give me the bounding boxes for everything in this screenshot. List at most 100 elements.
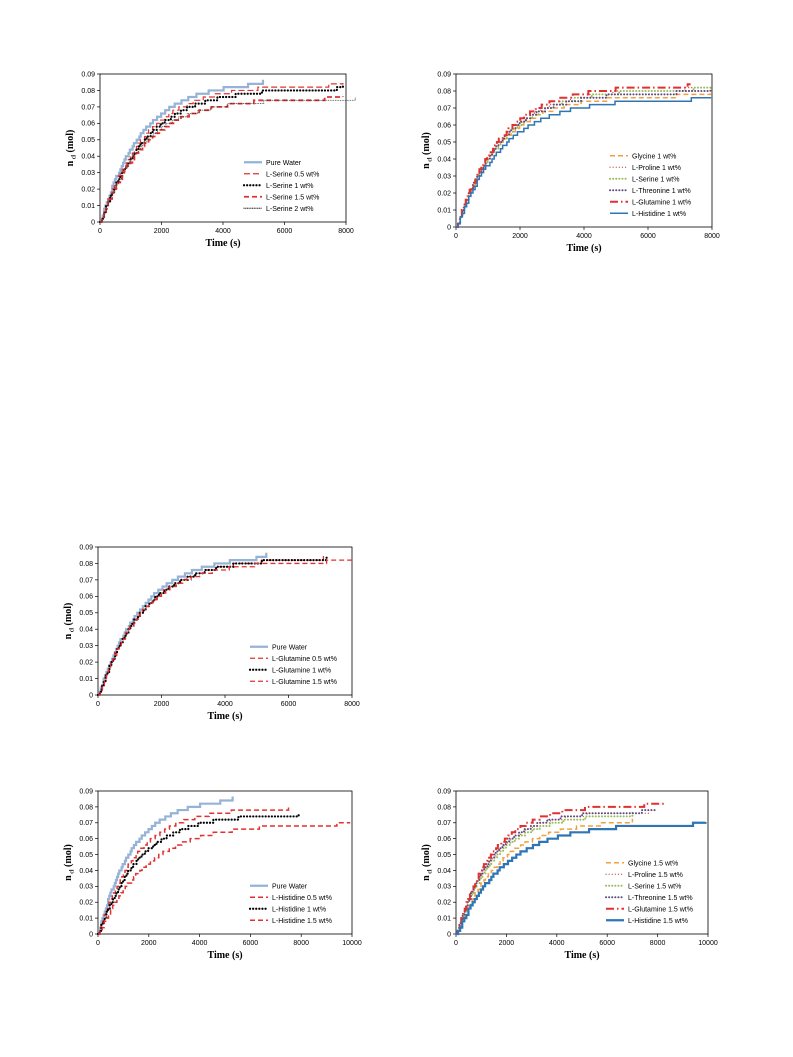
legend-label: L-Glutamine 1 wt% bbox=[632, 199, 691, 206]
x-tick-label: 6000 bbox=[243, 940, 259, 947]
x-tick-label: 4000 bbox=[217, 701, 233, 708]
legend: Glycine 1.5 wt% L-Proline 1.5 wt% L-Serine… bbox=[605, 860, 693, 925]
x-tick-label: 4000 bbox=[192, 940, 208, 947]
y-tick-label: 0.06 bbox=[79, 836, 93, 843]
legend-label: L-Threonine 1.5 wt% bbox=[628, 895, 693, 902]
x-tick-label: 4000 bbox=[215, 228, 231, 235]
x-tick-label: 0 bbox=[96, 701, 100, 708]
y-tick-label: 0.08 bbox=[79, 804, 93, 811]
x-tick-label: 4000 bbox=[549, 940, 565, 947]
legend-label: L-Histidine 1.5 wt% bbox=[272, 918, 332, 925]
legend-label: L-Glutamine 1 wt% bbox=[272, 667, 331, 674]
y-tick-label: 0.05 bbox=[81, 137, 95, 144]
x-tick-label: 8000 bbox=[650, 940, 666, 947]
y-tick-label: 0.02 bbox=[81, 187, 95, 194]
y-tick-label: 0 bbox=[91, 219, 95, 226]
x-tick-label: 0 bbox=[96, 940, 100, 947]
x-tick-label: 2000 bbox=[512, 233, 528, 240]
x-tick-label: 0 bbox=[454, 233, 458, 240]
y-axis-title: n cl (mol) bbox=[65, 130, 78, 167]
series-line-l-serine-2-wt bbox=[99, 97, 356, 223]
x-tick-label: 6000 bbox=[640, 233, 656, 240]
y-tick-label: 0.01 bbox=[79, 676, 93, 683]
legend-label: L-Serine 0.5 wt% bbox=[266, 171, 319, 178]
y-tick-label: 0.08 bbox=[79, 561, 93, 568]
series-line-pure-water bbox=[98, 552, 268, 697]
series-line-l-histidine-1-wt bbox=[456, 96, 712, 228]
y-tick-label: 0.06 bbox=[79, 594, 93, 601]
x-tick-label: 10000 bbox=[342, 940, 362, 947]
y-axis-title: n cl (mol) bbox=[421, 844, 434, 881]
legend-label: Pure Water bbox=[272, 883, 308, 890]
x-tick-label: 10000 bbox=[698, 940, 718, 947]
y-tick-label: 0.07 bbox=[81, 104, 95, 111]
chart-aminoacids-1wt: 0 0.01 0.02 0.03 0.04 0.05 0.06 0.07 0.08 0.09 0 20… bbox=[421, 71, 720, 254]
x-axis-title: Time (s) bbox=[207, 950, 242, 961]
series-line-l-histidine-1-wt bbox=[96, 811, 300, 936]
x-axis-title: Time (s) bbox=[564, 950, 599, 961]
legend-label: L-Histidine 0.5 wt% bbox=[272, 895, 332, 902]
y-tick-label: 0.07 bbox=[79, 577, 93, 584]
chart-aminoacids-1-5wt: 0 0.01 0.02 0.03 0.04 0.05 0.06 0.07 0.08 0.09 0 20… bbox=[421, 788, 718, 961]
y-tick-label: 0.03 bbox=[437, 173, 451, 180]
y-tick-label: 0.06 bbox=[437, 836, 451, 843]
legend: Glycine 1 wt% L-Proline 1 wt% L-Serine 1 w… bbox=[609, 153, 691, 218]
x-tick-label: 8000 bbox=[293, 940, 309, 947]
y-tick-label: 0.04 bbox=[79, 868, 93, 875]
x-tick-label: 6000 bbox=[281, 701, 297, 708]
y-tick-label: 0.02 bbox=[437, 190, 451, 197]
y-tick-label: 0.03 bbox=[79, 884, 93, 891]
y-tick-label: 0.01 bbox=[79, 916, 93, 923]
series-line-pure-water bbox=[98, 796, 234, 936]
y-tick-label: 0.05 bbox=[437, 139, 451, 146]
series-line-pure-water bbox=[100, 79, 265, 224]
x-tick-label: 0 bbox=[454, 940, 458, 947]
series-line-l-proline-1-5-wt bbox=[455, 808, 656, 935]
y-tick-label: 0 bbox=[447, 931, 451, 938]
y-tick-label: 0.01 bbox=[437, 916, 451, 923]
legend-label: Pure Water bbox=[272, 644, 308, 651]
series-line-l-glutamine-1-wt bbox=[456, 83, 691, 228]
legend-label: L-Serine 1 wt% bbox=[632, 176, 679, 183]
legend-label: L-Proline 1.5 wt% bbox=[628, 872, 683, 879]
legend-label: L-Threonine 1 wt% bbox=[632, 188, 691, 195]
plot-area bbox=[97, 790, 353, 935]
y-tick-label: 0.05 bbox=[79, 610, 93, 617]
y-tick-label: 0.08 bbox=[437, 804, 451, 811]
x-tick-label: 4000 bbox=[576, 233, 592, 240]
legend-label: L-Serine 2 wt% bbox=[266, 206, 313, 213]
legend-label: Pure Water bbox=[266, 160, 302, 167]
y-tick-label: 0.07 bbox=[437, 105, 451, 112]
series-line-l-serine-1-5-wt bbox=[100, 96, 344, 223]
chart-serine: 0 0.01 0.02 0.03 0.04 0.05 0.06 0.07 0.08 0.09 0 20… bbox=[65, 71, 356, 249]
plot-area bbox=[455, 790, 709, 935]
legend-label: L-Serine 1 wt% bbox=[266, 183, 313, 190]
y-tick-label: 0.09 bbox=[437, 71, 451, 78]
x-axis-title: Time (s) bbox=[207, 711, 242, 722]
y-tick-label: 0 bbox=[447, 224, 451, 231]
x-tick-label: 2000 bbox=[154, 228, 170, 235]
y-tick-label: 0 bbox=[89, 692, 93, 699]
series-line-l-histidine-1-5-wt bbox=[456, 821, 707, 936]
series-line-l-glutamine-1-5-wt bbox=[98, 559, 353, 696]
x-tick-label: 8000 bbox=[704, 233, 720, 240]
series-line-l-histidine-1-5-wt bbox=[98, 821, 351, 935]
legend-label: L-Serine 1.5 wt% bbox=[628, 883, 681, 890]
series-line-l-serine-0-5-wt bbox=[100, 83, 344, 223]
chart-histidine: 0 0.01 0.02 0.03 0.04 0.05 0.06 0.07 0.08 0.09 0 20… bbox=[63, 788, 362, 961]
legend-label: Glycine 1 wt% bbox=[632, 153, 676, 160]
legend-label: L-Histidine 1 wt% bbox=[632, 211, 686, 218]
legend-label: L-Serine 1.5 wt% bbox=[266, 194, 319, 201]
legend-label: L-Glutamine 1.5 wt% bbox=[272, 679, 337, 686]
y-axis-title: n cl (mol) bbox=[421, 132, 434, 169]
y-tick-label: 0.06 bbox=[81, 121, 95, 128]
y-axis-title: n cl (mol) bbox=[63, 603, 76, 640]
y-tick-label: 0.02 bbox=[437, 900, 451, 907]
series-line-glycine-1-wt bbox=[456, 93, 712, 228]
series-line-l-histidine-0-5-wt bbox=[98, 806, 290, 935]
legend-label: L-Proline 1 wt% bbox=[632, 165, 681, 172]
series-line-l-serine-1-5-wt bbox=[455, 811, 634, 935]
y-tick-label: 0.04 bbox=[437, 868, 451, 875]
y-tick-label: 0.05 bbox=[437, 852, 451, 859]
y-tick-label: 0.07 bbox=[79, 820, 93, 827]
